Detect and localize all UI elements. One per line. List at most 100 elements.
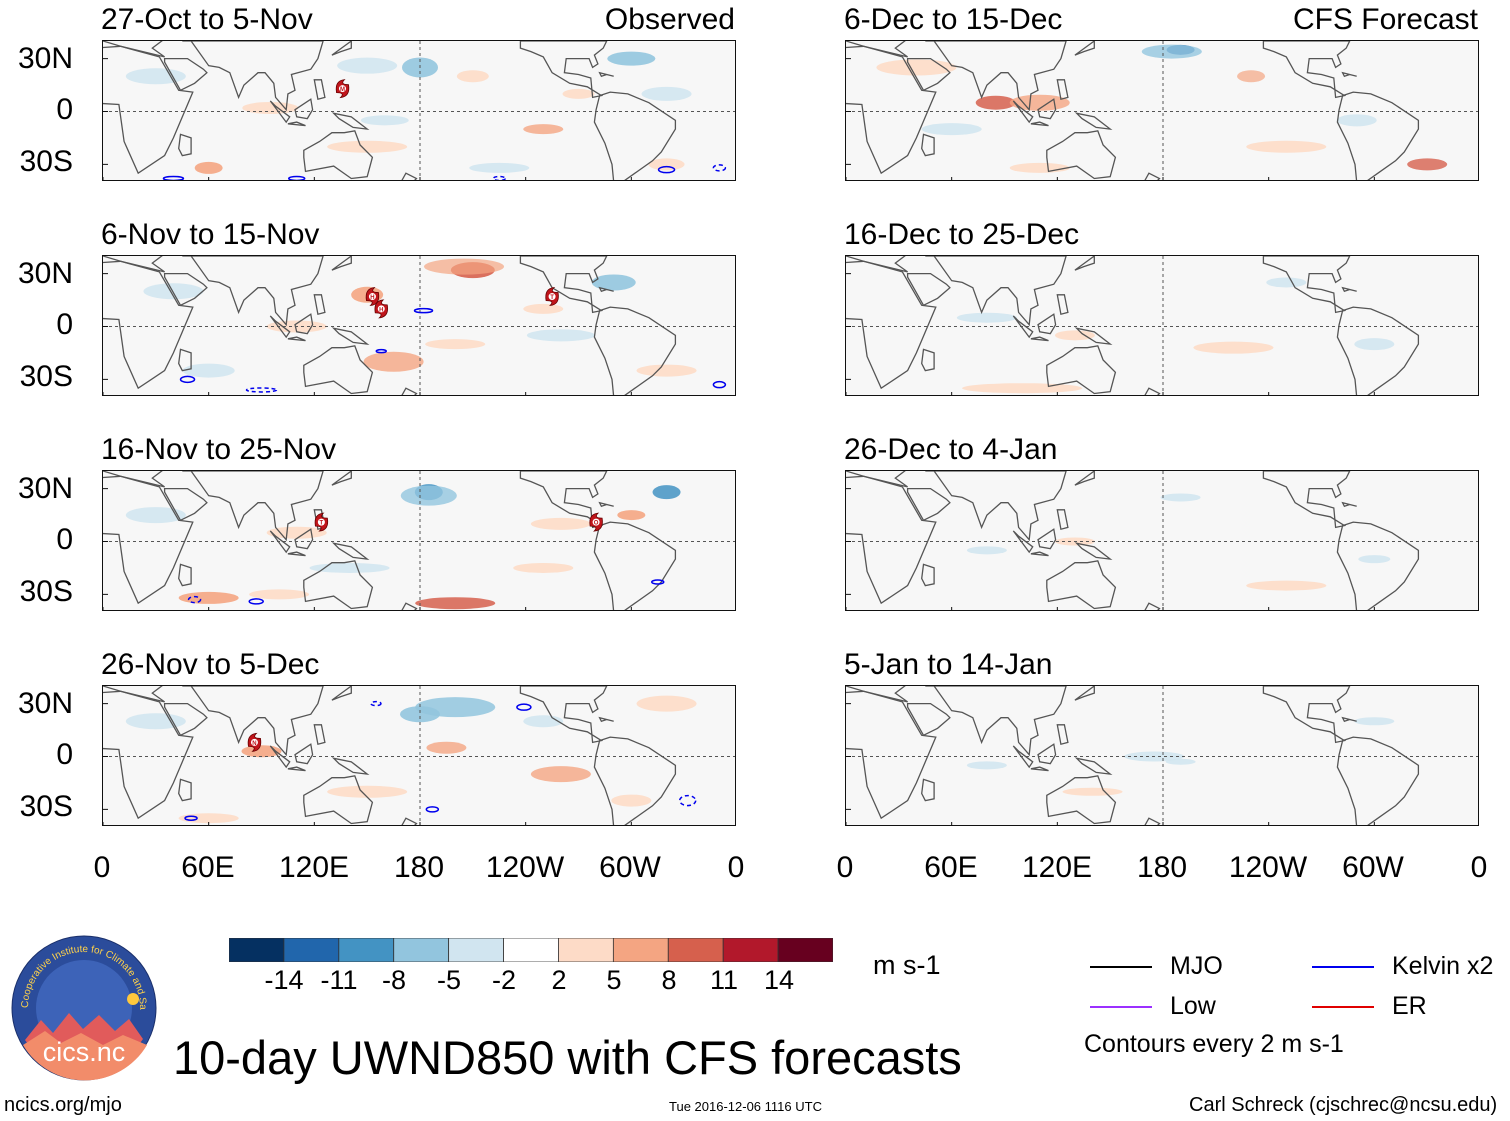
coastline	[1336, 306, 1420, 395]
coastline	[303, 560, 374, 610]
anomaly-blob	[562, 88, 595, 99]
coastline	[1341, 71, 1357, 78]
coastlines	[103, 256, 677, 395]
coastline	[269, 315, 291, 339]
map-panel-observed-1: M	[102, 40, 736, 181]
coastline	[1336, 91, 1420, 180]
legend-line-kelvin	[1312, 966, 1374, 968]
coastline	[269, 530, 291, 554]
colorbar-segment	[612, 938, 669, 962]
coastline	[519, 41, 608, 99]
anomaly-blob	[1354, 717, 1395, 726]
anomaly-blob	[1062, 787, 1123, 796]
coastline	[287, 336, 306, 342]
coastline	[1074, 471, 1095, 486]
coastline	[103, 41, 165, 58]
kelvin-contour	[162, 175, 185, 180]
coastline	[287, 766, 306, 772]
map-anomaly-shading	[966, 493, 1391, 591]
forecast-label: CFS Forecast	[1292, 3, 1478, 36]
coastline	[921, 778, 935, 802]
anomaly-blob	[327, 785, 408, 798]
coastline	[921, 133, 935, 157]
anomaly-blob	[1354, 338, 1395, 351]
lon-label-120e: 120E	[1021, 851, 1093, 884]
coastline	[1037, 528, 1057, 550]
coastline	[1056, 509, 1069, 531]
coastline	[598, 501, 614, 508]
coastline	[269, 100, 291, 124]
anomaly-blob	[1141, 44, 1202, 59]
kelvin-contour	[712, 380, 727, 389]
kelvin-contour	[245, 387, 278, 393]
colorbar-segment	[393, 938, 450, 962]
legend-label-low: Low	[1170, 992, 1216, 1020]
colorbar-segment	[338, 938, 395, 962]
lat-label-30n: 30N	[17, 472, 73, 505]
coastline	[1074, 41, 1095, 56]
coastline	[1074, 327, 1113, 346]
coastline	[1262, 41, 1351, 99]
coastline	[1341, 716, 1357, 723]
footer-timestamp: Tue 2016-12-06 1116 UTC	[669, 1099, 822, 1114]
coastline	[401, 172, 418, 180]
coastline	[1046, 130, 1117, 180]
coastline	[846, 256, 908, 273]
contour-note: Contours every 2 m s-1	[1084, 1030, 1344, 1058]
coastlines	[846, 471, 1420, 610]
colorbar-segment	[667, 938, 724, 962]
storm-label: H	[379, 307, 383, 313]
anomaly-blob	[652, 485, 681, 500]
coastline	[178, 563, 192, 587]
coastline	[1074, 256, 1095, 271]
coastline	[294, 98, 314, 120]
legend-line-er	[1312, 1006, 1374, 1008]
anomaly-blob	[424, 258, 505, 275]
main-title: 10-day UWND850 with CFS forecasts	[173, 1031, 962, 1084]
anomaly-blob	[426, 741, 467, 754]
colorbar-segment	[558, 938, 614, 962]
coastline	[303, 345, 374, 395]
coastline	[182, 471, 324, 542]
coastline	[925, 41, 1067, 112]
anomaly-blob	[1246, 580, 1327, 591]
tropical-cyclone-icon: T	[545, 287, 559, 307]
tropical-cyclone-icon: T	[314, 512, 329, 532]
anomaly-blob	[143, 283, 204, 300]
legend-line-low	[1090, 1006, 1152, 1008]
kelvin-contour	[370, 700, 382, 707]
coastline	[1262, 686, 1351, 744]
anomaly-blob	[966, 761, 1007, 770]
coastline	[103, 45, 194, 175]
lon-label-180: 180	[1136, 851, 1188, 884]
coastline	[1030, 336, 1049, 342]
anomaly-blob	[125, 713, 186, 730]
lon-label-0: 0	[836, 851, 854, 884]
coastline	[1030, 766, 1049, 772]
anomaly-blob	[530, 766, 591, 783]
coastline	[906, 702, 951, 737]
anomaly-blob	[975, 95, 1016, 110]
panel-title-forecast-1: 6-Dec to 15-Dec	[844, 3, 1063, 36]
anomaly-blob	[1237, 70, 1266, 83]
coastline	[331, 112, 370, 131]
colorbar-label: -11	[320, 965, 358, 995]
coastlines	[103, 686, 677, 825]
map-anomaly-shading	[876, 44, 1448, 173]
map-panel-observed-4: N	[102, 685, 736, 826]
kelvin-contour	[184, 815, 198, 821]
coastline	[331, 686, 352, 701]
anomaly-blob	[182, 363, 235, 378]
anomaly-blob	[363, 351, 424, 372]
coastline	[1341, 501, 1357, 508]
coastline	[269, 745, 291, 769]
coastline	[287, 121, 306, 127]
lon-label-60e: 60E	[181, 851, 235, 884]
anomaly-blob	[636, 364, 697, 377]
coastline	[182, 256, 324, 327]
lat-label-30n: 30N	[17, 687, 73, 720]
kelvin-contour	[425, 806, 440, 813]
coastline	[1341, 286, 1357, 293]
